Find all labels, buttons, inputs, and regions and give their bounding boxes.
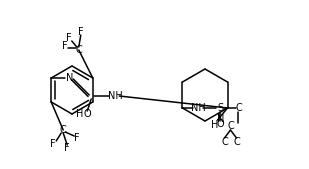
Text: C: C — [235, 103, 242, 113]
Text: H: H — [211, 120, 218, 130]
Text: C: C — [221, 137, 228, 147]
Text: C: C — [75, 45, 82, 55]
Text: C: C — [233, 137, 240, 147]
Text: N: N — [217, 114, 224, 124]
Text: O: O — [217, 119, 224, 129]
Text: N: N — [66, 73, 73, 83]
Text: O: O — [83, 109, 91, 119]
Text: F: F — [62, 41, 68, 51]
Text: NH: NH — [108, 91, 123, 101]
Text: F: F — [74, 133, 80, 143]
Text: C: C — [60, 125, 67, 135]
Text: F: F — [78, 27, 84, 37]
Text: H: H — [75, 109, 83, 119]
Text: F: F — [64, 143, 70, 153]
Text: C: C — [227, 121, 234, 131]
Text: NH: NH — [191, 103, 206, 113]
Text: F: F — [66, 33, 72, 43]
Text: F: F — [50, 139, 56, 149]
Text: S: S — [218, 103, 223, 113]
